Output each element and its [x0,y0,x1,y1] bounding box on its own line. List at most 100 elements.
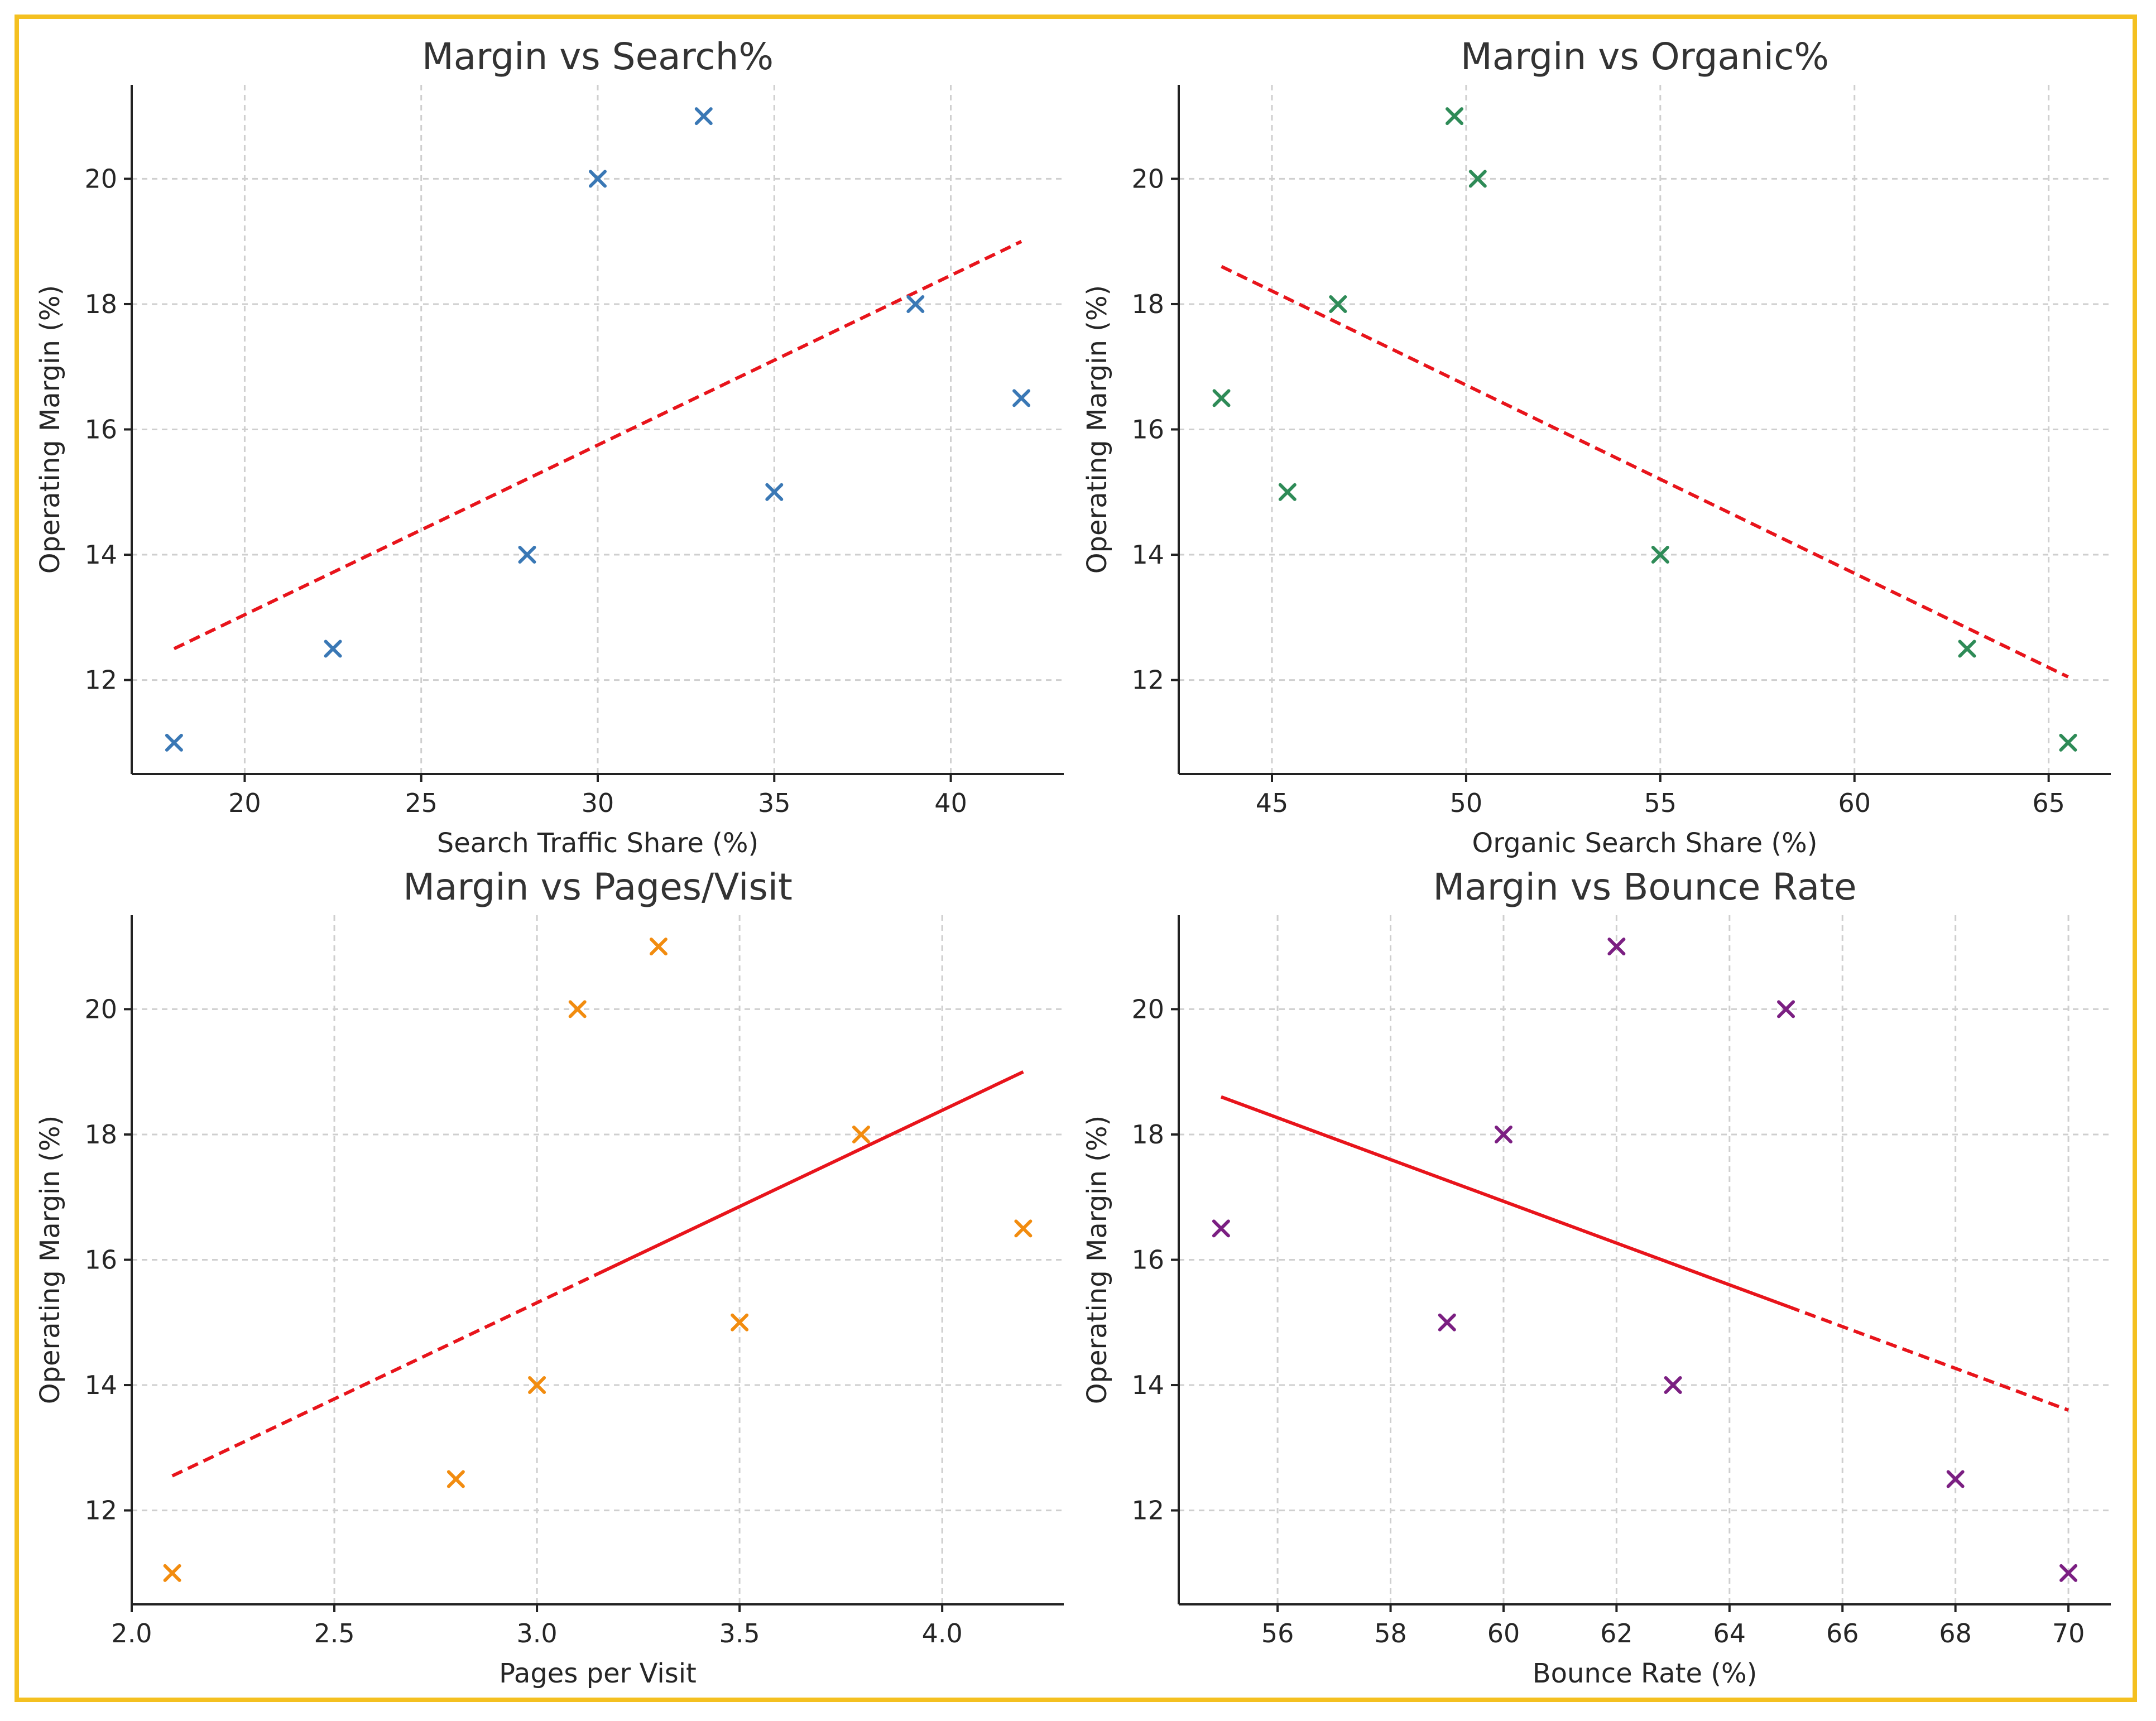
x-tick-label: 20 [228,788,261,818]
trend-line [171,1272,599,1478]
data-point [163,1564,181,1582]
x-tick-label: 4.0 [922,1618,963,1648]
y-tick-label: 20 [1131,164,1164,194]
panel-margin-vs-pages-visit: 2.0 2.5 3.0 3.5 4.0 12 14 16 18 20 Margin vs Page… [35,866,1064,1689]
y-tick-label: 14 [1131,1370,1164,1400]
plot-area: 56 58 60 62 64 66 68 70 12 14 16 18 20 [1131,915,2111,1648]
y-tick-label: 16 [1131,415,1164,445]
panel-margin-vs-bounce-rate: 56 58 60 62 64 66 68 70 12 14 16 18 20 Margin vs Bou… [1082,866,2111,1689]
plot-area: 45 50 55 60 65 12 14 16 18 20 [1131,85,2111,818]
y-tick-label: 18 [84,289,117,319]
y-tick-label: 16 [84,415,117,445]
data-point [1446,107,1464,126]
y-axis-label: Operating Margin (%) [1082,1116,1113,1405]
x-tick-label: 25 [405,788,438,818]
x-tick-label: 50 [1450,788,1483,818]
y-tick-label: 20 [84,164,117,194]
x-tick-label: 35 [758,788,791,818]
chart-title: Margin vs Bounce Rate [1433,866,1856,908]
y-tick-label: 20 [84,994,117,1024]
data-point [1212,1219,1230,1238]
data-point [694,107,713,126]
y-tick-label: 14 [84,1370,117,1400]
y-tick-label: 16 [84,1245,117,1275]
figure-frame [15,15,2137,1702]
y-axis-label: Operating Margin (%) [1082,285,1113,574]
trend-line [1221,265,2069,679]
data-point [731,1313,749,1331]
x-tick-label: 58 [1374,1618,1407,1648]
y-axis-label: Operating Margin (%) [35,285,66,574]
data-point [165,733,183,752]
data-point [518,546,536,564]
data-point [1468,170,1487,188]
data-point [1014,1219,1033,1238]
x-tick-label: 3.0 [517,1618,558,1648]
data-point [2059,1564,2078,1582]
chart-title: Margin vs Organic% [1461,35,1829,78]
data-point [2059,733,2077,752]
y-tick-label: 12 [1131,1496,1164,1526]
x-tick-label: 40 [934,788,967,818]
x-tick-label: 65 [2032,788,2065,818]
data-point [1664,1376,1682,1395]
data-point [649,938,668,956]
x-tick-label: 45 [1256,788,1289,818]
trend-line [1220,1095,1790,1309]
data-point [765,483,784,501]
trend-line [1788,1305,2069,1412]
chart-title: Margin vs Search% [422,35,774,78]
panel-margin-vs-search: 20 25 30 35 40 12 14 16 18 20 Margin vs Search% S… [35,35,1064,859]
x-tick-label: 2.0 [111,1618,152,1648]
x-tick-label: 66 [1826,1618,1859,1648]
y-tick-label: 16 [1131,1245,1164,1275]
data-point [1777,1000,1795,1018]
data-point [1329,295,1347,313]
x-tick-label: 2.5 [314,1618,354,1648]
x-tick-label: 3.5 [719,1618,760,1648]
y-tick-label: 20 [1131,994,1164,1024]
data-point [324,640,342,658]
x-tick-label: 56 [1261,1618,1294,1648]
data-point [1494,1125,1512,1143]
data-point [1958,640,1976,658]
trend-line [597,1070,1024,1276]
data-point [1278,483,1297,501]
y-tick-label: 18 [1131,289,1164,319]
chart-title: Margin vs Pages/Visit [403,866,793,908]
plot-area: 2.0 2.5 3.0 3.5 4.0 12 14 16 18 20 [84,915,1064,1648]
y-tick-label: 12 [84,665,117,695]
data-point [1946,1470,1965,1488]
x-tick-label: 30 [582,788,614,818]
data-point [852,1125,870,1143]
data-point [568,1000,587,1018]
data-point [1607,938,1626,956]
data-point [1012,389,1031,407]
data-point [589,170,607,188]
data-point [906,295,925,313]
x-axis-label: Search Traffic Share (%) [437,828,758,859]
x-tick-label: 62 [1600,1618,1633,1648]
x-axis-label: Pages per Visit [499,1658,697,1689]
trend-line [173,239,1022,651]
y-tick-label: 14 [84,540,117,570]
data-point [1212,389,1231,407]
x-axis-label: Bounce Rate (%) [1533,1658,1758,1689]
y-tick-label: 18 [84,1119,117,1150]
data-point [1651,546,1669,564]
plot-area: 20 25 30 35 40 12 14 16 18 20 [84,85,1064,818]
y-tick-label: 18 [1131,1119,1164,1150]
y-tick-label: 14 [1131,540,1164,570]
y-axis-label: Operating Margin (%) [35,1116,66,1405]
y-tick-label: 12 [1131,665,1164,695]
x-tick-label: 64 [1713,1618,1746,1648]
x-tick-label: 68 [1939,1618,1972,1648]
y-tick-label: 12 [84,1496,117,1526]
x-tick-label: 70 [2052,1618,2085,1648]
data-point [528,1376,546,1395]
data-point [1438,1313,1456,1331]
data-point [446,1470,465,1488]
x-tick-label: 60 [1838,788,1871,818]
